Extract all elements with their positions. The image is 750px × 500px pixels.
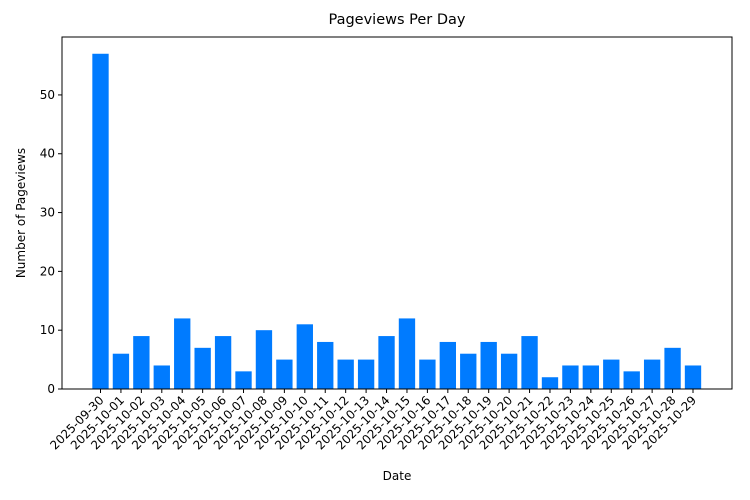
bar: [133, 336, 150, 389]
bar: [684, 365, 702, 389]
bar: [500, 353, 518, 389]
y-tick-label: 40: [40, 147, 55, 161]
bar: [235, 371, 252, 389]
bar: [460, 353, 477, 389]
bar: [92, 53, 109, 390]
y-tick-label: 0: [47, 382, 55, 396]
chart-title: Pageviews Per Day: [328, 12, 466, 28]
bar: [643, 359, 661, 389]
bar: [296, 324, 313, 389]
bar: [174, 318, 191, 389]
bar: [398, 318, 416, 389]
bar: [562, 365, 579, 389]
bar: [521, 336, 538, 389]
bar: [214, 336, 232, 389]
bar: [194, 347, 211, 389]
y-tick-label: 20: [40, 264, 55, 278]
bar: [623, 371, 640, 389]
bar: [255, 330, 273, 389]
bar: [337, 359, 354, 389]
bar: [439, 341, 456, 389]
bar: [603, 359, 620, 389]
bar: [419, 359, 436, 389]
bar: [541, 377, 559, 389]
axes-frame: [61, 36, 733, 390]
bar: [582, 365, 600, 389]
bar: [112, 353, 130, 389]
bar: [378, 336, 395, 389]
y-tick-label: 10: [40, 323, 55, 337]
y-tick-label: 50: [40, 88, 55, 102]
bar: [276, 359, 293, 389]
bar: [317, 341, 334, 389]
bar: [664, 347, 681, 389]
y-tick-label: 30: [40, 206, 55, 220]
bar: [480, 341, 497, 389]
x-axis-label: Date: [382, 469, 412, 483]
bar: [357, 359, 375, 389]
bar: [153, 365, 170, 389]
